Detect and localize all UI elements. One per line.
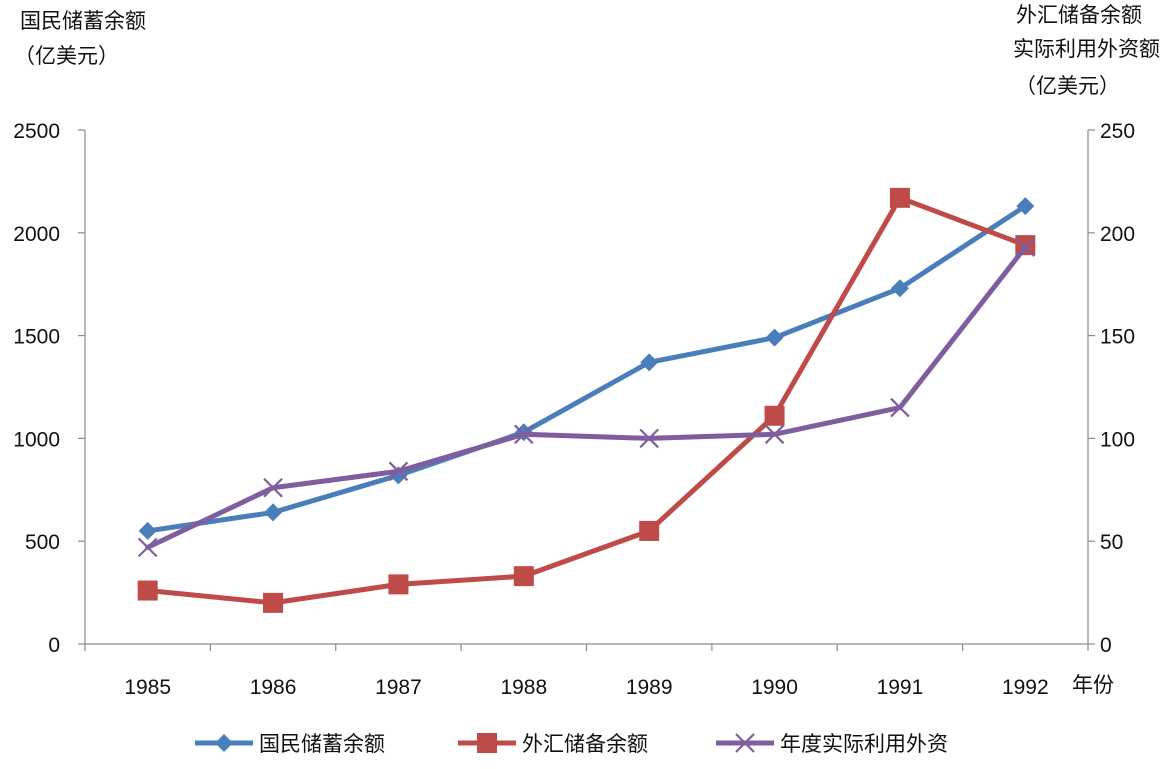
x-tick-label: 1992	[1002, 676, 1049, 699]
series-3-point	[639, 428, 659, 449]
x-marker-stroke	[388, 461, 409, 482]
series-1-point	[1016, 197, 1035, 216]
series-2-point	[137, 580, 158, 601]
series-3-point	[764, 424, 785, 445]
series-2-point	[513, 566, 534, 587]
series-1-point	[138, 521, 157, 540]
series-2-point	[639, 520, 660, 541]
x-marker-stroke	[263, 477, 283, 498]
left-y-tick-label: 2000	[13, 223, 60, 246]
series-3-point	[514, 424, 534, 445]
x-tick-label: 1989	[626, 676, 673, 699]
left-axis-title-line2: （亿美元）	[14, 44, 119, 68]
right-y-tick-label: 250	[1100, 120, 1135, 143]
series-1-point	[890, 279, 909, 298]
x-marker-stroke	[514, 424, 534, 445]
series-2-point	[263, 592, 284, 613]
series-1-point	[264, 503, 283, 522]
axes: 0 500 1000 1500 2000 2500 0 50 100 150 200 250 1985 1…	[13, 120, 1135, 699]
series-3-point	[890, 397, 910, 418]
left-y-tick-label: 0	[48, 634, 60, 657]
series-2-line	[145, 195, 1028, 606]
series-2-point	[764, 405, 785, 426]
right-axis-title-line2: 实际利用外资额	[1013, 37, 1160, 61]
x-tick-label: 1986	[250, 676, 297, 699]
right-y-tick-label: 150	[1100, 326, 1135, 349]
legend-swatch-marker	[215, 734, 233, 752]
right-y-tick-label: 0	[1100, 634, 1112, 657]
series-3-point	[263, 477, 283, 498]
right-axis-title-line3: （亿美元）	[1015, 74, 1120, 98]
legend-item-2: 外汇储备余额	[458, 732, 648, 756]
series-1-point	[765, 328, 784, 347]
series-2-point	[388, 574, 409, 595]
legend-label: 外汇储备余额	[522, 732, 648, 756]
x-tick-label: 1990	[751, 676, 798, 699]
right-y-tick-label: 100	[1100, 428, 1135, 451]
left-y-tick-label: 1500	[13, 326, 60, 349]
legend-swatch-marker	[477, 733, 497, 753]
x-marker-stroke	[137, 537, 158, 558]
left-y-tick-label: 1000	[13, 428, 60, 451]
x-tick-label: 1991	[877, 676, 924, 699]
series-3-line	[145, 244, 1028, 550]
x-axis-title: 年份	[1072, 673, 1114, 697]
right-y-tick-label: 200	[1100, 223, 1135, 246]
x-tick-label: 1985	[124, 676, 171, 699]
legend-swatch-marker	[735, 733, 755, 753]
right-axis-title-line1: 外汇储备余额	[1016, 3, 1142, 27]
series-1-point	[640, 353, 659, 372]
series-3-point	[137, 537, 158, 558]
series-3-point	[1015, 237, 1036, 257]
legend-item-3: 年度实际利用外资	[716, 732, 948, 756]
series-3-point	[388, 461, 409, 482]
legend-label: 国民储蓄余额	[259, 732, 385, 756]
series-2	[137, 187, 1036, 613]
x-tick-label: 1987	[375, 676, 422, 699]
x-marker-stroke	[639, 428, 659, 449]
legend: 国民储蓄余额 外汇储备余额 年度实际利用外资	[195, 732, 948, 756]
series-3	[137, 237, 1036, 558]
series-2-point	[889, 187, 910, 208]
legend-item-1: 国民储蓄余额	[195, 732, 385, 756]
series-layer	[137, 187, 1036, 613]
x-marker-stroke	[1015, 237, 1036, 257]
series-1-line	[145, 203, 1028, 534]
left-y-tick-label: 2500	[13, 120, 60, 143]
x-marker-stroke	[764, 424, 785, 445]
legend-label: 年度实际利用外资	[780, 732, 948, 756]
right-y-tick-label: 50	[1100, 531, 1123, 554]
x-tick-label: 1988	[500, 676, 547, 699]
left-axis-title-line1: 国民储蓄余额	[20, 9, 146, 33]
x-marker-stroke	[735, 733, 755, 753]
x-marker-stroke	[890, 397, 910, 418]
left-y-tick-label: 500	[25, 531, 60, 554]
